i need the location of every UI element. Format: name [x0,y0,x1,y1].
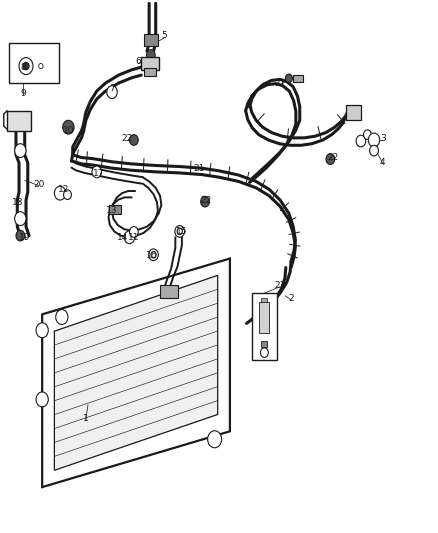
Text: 20: 20 [33,180,45,189]
Circle shape [356,135,366,147]
Text: 12: 12 [58,185,70,194]
Text: 13: 13 [106,206,118,215]
Text: 1: 1 [83,414,89,423]
Circle shape [201,196,209,207]
Circle shape [56,310,68,325]
Circle shape [124,231,135,244]
Polygon shape [42,259,230,487]
Circle shape [19,58,33,75]
Bar [346,106,361,120]
Text: 5: 5 [162,31,167,40]
Bar [141,56,159,70]
Bar [261,298,267,302]
Circle shape [36,323,48,338]
Circle shape [16,230,25,241]
Circle shape [92,166,102,177]
Circle shape [370,146,378,156]
Bar [259,302,269,333]
Bar [252,293,277,360]
Circle shape [208,431,222,448]
Circle shape [14,212,26,225]
Circle shape [39,63,43,69]
Circle shape [151,252,156,258]
Text: 23: 23 [275,280,286,289]
Text: 3: 3 [380,134,385,143]
Text: 4: 4 [380,158,385,167]
Circle shape [326,154,335,165]
Circle shape [149,249,158,261]
Circle shape [147,50,155,60]
Text: 17: 17 [93,169,105,178]
Bar [293,75,303,82]
Circle shape [54,186,66,200]
Circle shape [64,190,71,199]
Text: 16: 16 [145,252,157,260]
Text: 8: 8 [21,63,26,71]
Bar [109,205,121,214]
Circle shape [107,86,117,99]
Text: 10: 10 [63,126,74,135]
Text: 2: 2 [288,294,294,303]
Circle shape [130,135,138,146]
Circle shape [14,144,26,158]
Circle shape [261,348,268,358]
Text: 21: 21 [194,164,205,173]
Text: 18: 18 [11,198,23,207]
Text: 6: 6 [135,58,141,66]
Text: 9: 9 [21,89,26,98]
Bar [144,68,156,76]
Text: 7: 7 [109,84,115,93]
Bar [7,111,31,131]
Text: 22: 22 [200,196,212,205]
Polygon shape [54,276,218,470]
Circle shape [36,392,48,407]
Text: 22: 22 [122,134,133,143]
Text: 22: 22 [327,153,338,162]
Text: 21: 21 [275,78,286,87]
Bar [144,34,158,46]
Text: 19: 19 [19,233,31,242]
Circle shape [286,74,292,83]
Text: 14: 14 [117,233,129,242]
Circle shape [130,227,138,237]
Circle shape [175,225,184,237]
Circle shape [63,120,74,134]
Circle shape [177,228,182,235]
Text: 15: 15 [176,228,187,237]
Circle shape [364,130,371,140]
Circle shape [368,133,380,147]
Bar [261,341,267,348]
Bar [160,285,177,298]
Bar [9,43,59,83]
Text: 11: 11 [128,233,140,242]
Circle shape [23,62,29,70]
